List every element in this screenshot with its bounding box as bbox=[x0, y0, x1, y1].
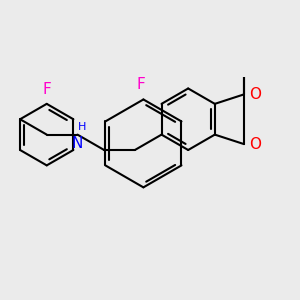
Text: N: N bbox=[72, 136, 83, 152]
Text: F: F bbox=[137, 76, 146, 92]
Text: O: O bbox=[249, 87, 261, 102]
Text: F: F bbox=[42, 82, 51, 97]
Text: O: O bbox=[249, 136, 261, 152]
Text: H: H bbox=[78, 122, 87, 132]
